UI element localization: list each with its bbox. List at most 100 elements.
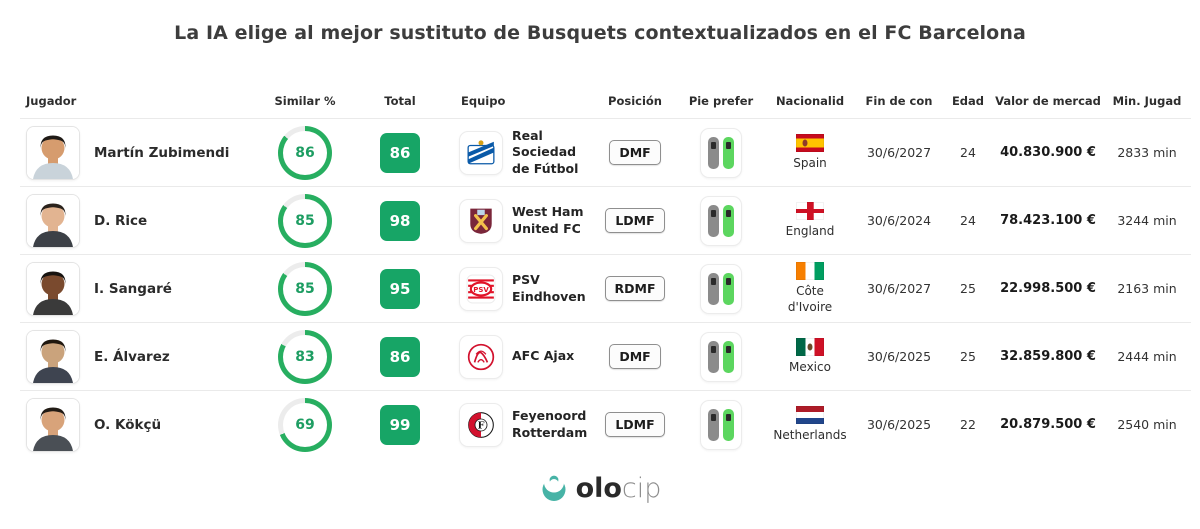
column-header-edad: Edad	[951, 94, 985, 108]
preferred-foot-cell	[677, 127, 765, 178]
player-age: 25	[960, 281, 976, 296]
preferred-foot-cell	[677, 263, 765, 314]
svg-text:F: F	[478, 420, 485, 431]
table-row: O. Kökçü 69 99 F Feyenoord Rotterdam LDM…	[20, 390, 1191, 458]
column-header-jugador: Jugador	[26, 94, 77, 108]
preferred-foot-icon	[700, 195, 742, 246]
team-logo: PSV	[459, 266, 503, 311]
similarity-ring: 83	[278, 329, 332, 384]
team-logo: F	[459, 402, 503, 447]
player-cell: E. Álvarez	[20, 329, 255, 384]
position-badge: LDMF	[605, 412, 665, 437]
player-cell: Martín Zubimendi	[20, 125, 255, 180]
country-flag	[796, 405, 824, 424]
brand-text-light: cip	[621, 472, 662, 504]
minutes-played: 2163 min	[1117, 281, 1177, 296]
table-row: D. Rice 85 98 West Ham United FC LDMF	[20, 186, 1191, 254]
contract-end-date: 30/6/2025	[866, 349, 932, 364]
similarity-cell: 85	[255, 193, 355, 248]
table-row: Martín Zubimendi 86 86 Real Sociedad de …	[20, 118, 1191, 186]
position-cell: RDMF	[593, 276, 677, 301]
country-flag	[796, 201, 824, 220]
similarity-value: 69	[283, 402, 327, 447]
preferred-foot-cell	[677, 331, 765, 382]
preferred-foot-cell	[677, 399, 765, 450]
country-flag	[796, 337, 824, 356]
player-photo	[26, 193, 80, 248]
player-age: 24	[960, 145, 976, 160]
position-badge: LDMF	[605, 208, 665, 233]
table-row: E. Álvarez 83 86 AFC Ajax DMF	[20, 322, 1191, 390]
similarity-ring: 85	[278, 193, 332, 248]
nationality-cell: Spain	[765, 133, 855, 172]
similarity-ring: 69	[278, 397, 332, 452]
country-name: Netherlands	[773, 427, 847, 442]
similarity-value: 85	[283, 198, 327, 243]
brand-text-bold: olo	[575, 472, 622, 504]
position-badge: DMF	[609, 140, 661, 165]
similarity-cell: 85	[255, 261, 355, 316]
position-badge: RDMF	[604, 276, 666, 301]
player-photo	[26, 261, 80, 316]
column-header-valor: Valor de mercad	[995, 94, 1101, 108]
column-header-pie: Pie prefer	[688, 94, 754, 108]
table-row: I. Sangaré 85 95 PSV PSV Eindhoven RDMF	[20, 254, 1191, 322]
player-name: I. Sangaré	[94, 280, 172, 297]
footer-brand: olocip	[0, 473, 1200, 503]
olocip-logo-icon	[539, 473, 569, 503]
market-value: 40.830.900 €	[1000, 145, 1096, 160]
preferred-foot-icon	[700, 263, 742, 314]
total-cell: 86	[355, 336, 445, 377]
similarity-ring: 85	[278, 261, 332, 316]
player-name: Martín Zubimendi	[94, 144, 230, 161]
team-cell: Real Sociedad de Fútbol	[445, 128, 593, 177]
column-header-fin-contrato: Fin de con	[865, 94, 933, 108]
player-name: D. Rice	[94, 212, 148, 229]
table-header-row: Jugador Similar % Total Equipo Posición …	[20, 84, 1191, 118]
flag-emblem	[802, 139, 808, 147]
country-name: Côte d'Ivoire	[787, 283, 833, 314]
preferred-foot-icon	[700, 399, 742, 450]
total-score-badge: 86	[380, 336, 420, 377]
player-photo	[26, 329, 80, 384]
nationality-cell: England	[765, 201, 855, 240]
team-cell: West Ham United FC	[445, 198, 593, 243]
position-cell: LDMF	[593, 412, 677, 437]
minutes-played: 2540 min	[1117, 417, 1177, 432]
brand-wordmark: olocip	[576, 475, 662, 502]
country-flag	[796, 261, 824, 280]
total-score-badge: 95	[380, 268, 420, 309]
total-cell: 98	[355, 200, 445, 241]
nationality-cell: Mexico	[765, 337, 855, 376]
player-cell: D. Rice	[20, 193, 255, 248]
team-logo	[459, 130, 503, 175]
contract-end-date: 30/6/2027	[866, 281, 932, 296]
team-name: AFC Ajax	[512, 348, 575, 364]
column-header-nacionalidad: Nacionalid	[775, 94, 845, 108]
position-badge: DMF	[609, 344, 661, 369]
player-cell: I. Sangaré	[20, 261, 255, 316]
player-name: E. Álvarez	[94, 348, 170, 365]
preferred-foot-cell	[677, 195, 765, 246]
similarity-ring: 86	[278, 125, 332, 180]
total-score-badge: 99	[380, 404, 420, 445]
svg-text:PSV: PSV	[473, 285, 489, 293]
contract-end-date: 30/6/2025	[866, 417, 932, 432]
similarity-value: 85	[283, 266, 327, 311]
position-cell: LDMF	[593, 208, 677, 233]
column-header-total: Total	[384, 94, 416, 108]
country-name: Mexico	[789, 359, 831, 374]
contract-end-date: 30/6/2027	[866, 145, 932, 160]
player-name: O. Kökçü	[94, 416, 162, 433]
table-body: Martín Zubimendi 86 86 Real Sociedad de …	[20, 118, 1191, 458]
minutes-played: 2833 min	[1117, 145, 1177, 160]
team-cell: F Feyenoord Rotterdam	[445, 402, 593, 447]
total-cell: 86	[355, 132, 445, 173]
minutes-played: 2444 min	[1117, 349, 1177, 364]
total-score-badge: 98	[380, 200, 420, 241]
player-photo	[26, 125, 80, 180]
team-logo	[459, 198, 503, 243]
similarity-cell: 69	[255, 397, 355, 452]
player-age: 24	[960, 213, 976, 228]
minutes-played: 3244 min	[1117, 213, 1177, 228]
